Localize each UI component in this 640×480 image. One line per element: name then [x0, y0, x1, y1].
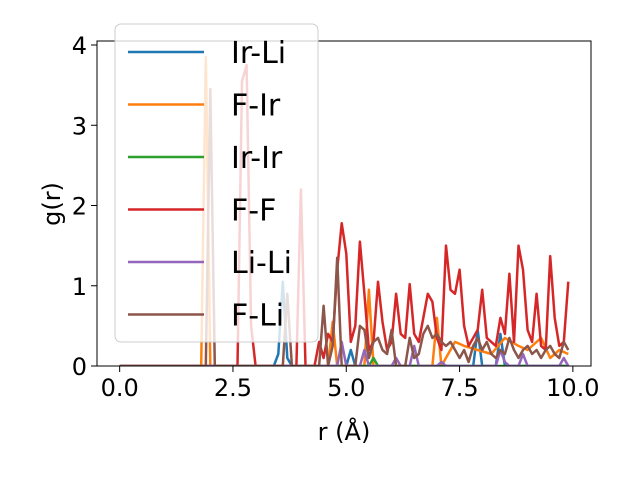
y-tick-label: 1 [72, 273, 87, 301]
series-line-li-li [119, 340, 570, 366]
x-axis-ticks: 0.0 2.5 5.0 7.5 10.0 [101, 366, 600, 402]
legend-label-f-f: F-F [231, 194, 276, 229]
legend-label-ir-ir: Ir-Ir [231, 141, 283, 176]
x-tick-label: 7.5 [440, 374, 478, 402]
y-axis-label: g(r) [38, 182, 66, 226]
legend-box [114, 23, 319, 343]
legend-label-f-ir: F-Ir [231, 89, 281, 124]
legend-label-ir-li: Ir-Li [231, 36, 286, 71]
y-tick-label: 2 [72, 193, 87, 221]
series-line-ir-ir [119, 356, 569, 366]
legend-label-li-li: Li-Li [231, 246, 292, 281]
y-tick-label: 0 [72, 353, 87, 381]
series-line-f-f [119, 63, 570, 366]
x-tick-label: 5.0 [327, 374, 365, 402]
plot-frame [96, 40, 592, 367]
series-layer [119, 55, 570, 366]
x-tick-label: 0.0 [101, 374, 139, 402]
x-tick-label: 2.5 [214, 374, 252, 402]
x-tick-label: 10.0 [546, 374, 599, 402]
y-tick-label: 4 [72, 32, 87, 60]
legend-label-f-li: F-Li [231, 299, 284, 334]
y-axis-ticks: 0 1 2 3 4 [72, 32, 97, 381]
series-line-f-li [119, 87, 570, 366]
y-tick-label: 3 [72, 112, 87, 140]
x-axis-label: r (Å) [318, 417, 371, 446]
legend: Ir-Li F-Ir Ir-Ir F-F Li-Li F-Li [114, 23, 319, 343]
